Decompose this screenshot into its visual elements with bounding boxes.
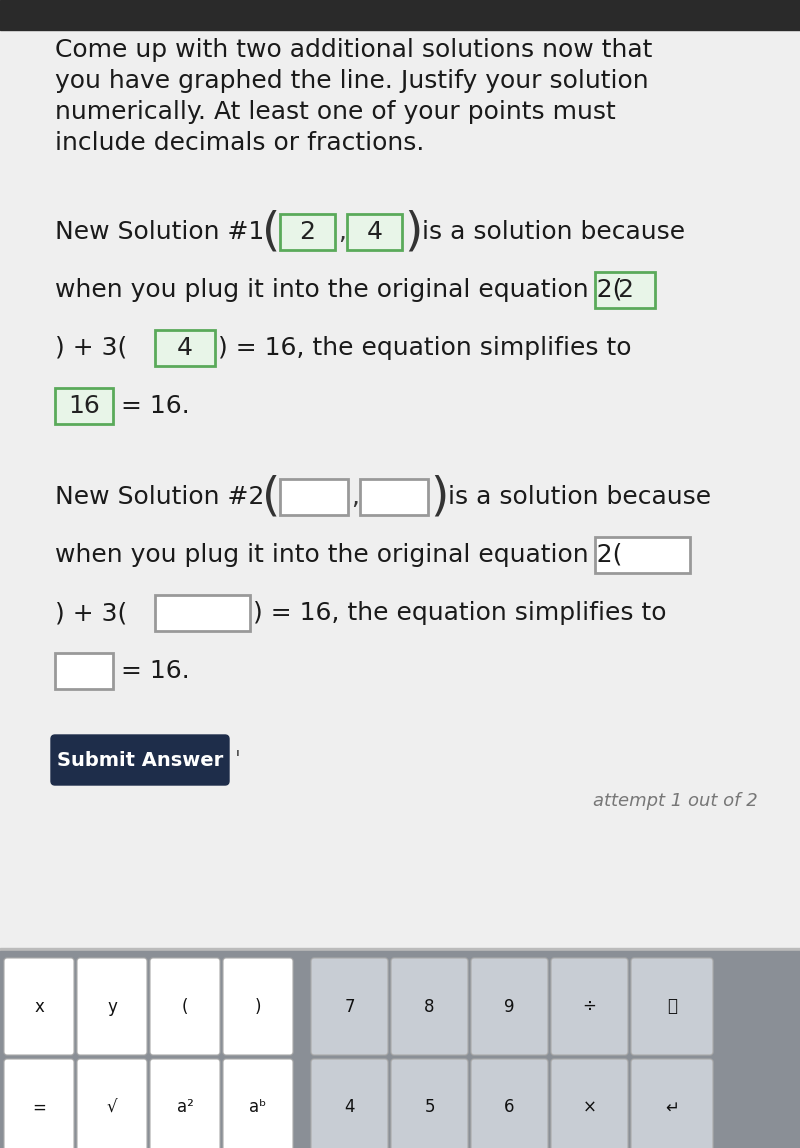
FancyBboxPatch shape	[150, 957, 220, 1055]
FancyBboxPatch shape	[471, 957, 548, 1055]
FancyBboxPatch shape	[311, 957, 388, 1055]
Text: Come up with two additional solutions now that: Come up with two additional solutions no…	[55, 38, 652, 62]
Text: ) + 3(: ) + 3(	[55, 602, 127, 625]
Text: =: =	[32, 1099, 46, 1117]
FancyBboxPatch shape	[360, 479, 428, 515]
Bar	[0, 0, 800, 30]
FancyBboxPatch shape	[595, 537, 690, 573]
FancyBboxPatch shape	[155, 595, 250, 631]
FancyBboxPatch shape	[347, 214, 402, 250]
Text: include decimals or fractions.: include decimals or fractions.	[55, 131, 424, 155]
FancyBboxPatch shape	[77, 1058, 147, 1148]
Text: 8: 8	[424, 998, 434, 1016]
Text: aᵇ: aᵇ	[250, 1099, 266, 1117]
Bar	[0, 951, 800, 1148]
FancyBboxPatch shape	[51, 735, 229, 785]
FancyBboxPatch shape	[155, 329, 215, 366]
Text: 4:34: 4:34	[45, 6, 90, 24]
FancyBboxPatch shape	[55, 388, 113, 424]
FancyBboxPatch shape	[631, 1058, 713, 1148]
Text: is a solution because: is a solution because	[448, 484, 711, 509]
Text: ): )	[254, 998, 262, 1016]
Text: ×: ×	[582, 1099, 597, 1117]
Text: ↵: ↵	[665, 1099, 679, 1117]
Text: ) = 16, the equation simplifies to: ) = 16, the equation simplifies to	[218, 336, 631, 360]
Text: ) + 3(: ) + 3(	[55, 336, 127, 360]
Text: 4: 4	[344, 1099, 354, 1117]
FancyBboxPatch shape	[55, 653, 113, 689]
Text: ): )	[404, 209, 422, 255]
Text: (: (	[262, 474, 280, 520]
FancyBboxPatch shape	[4, 1058, 74, 1148]
Text: when you plug it into the original equation 2(: when you plug it into the original equat…	[55, 543, 622, 567]
FancyBboxPatch shape	[471, 1058, 548, 1148]
FancyBboxPatch shape	[77, 957, 147, 1055]
Text: (: (	[182, 998, 188, 1016]
Text: a²: a²	[177, 1099, 194, 1117]
Text: y: y	[107, 998, 117, 1016]
Text: ): )	[430, 474, 448, 520]
FancyBboxPatch shape	[150, 1058, 220, 1148]
Text: is a solution because: is a solution because	[422, 220, 685, 245]
Text: New Solution #2:: New Solution #2:	[55, 484, 273, 509]
Text: √: √	[106, 1099, 118, 1117]
Text: ,: ,	[338, 220, 346, 245]
Text: when you plug it into the original equation 2(: when you plug it into the original equat…	[55, 278, 622, 302]
Text: 2: 2	[299, 220, 315, 245]
FancyBboxPatch shape	[391, 957, 468, 1055]
Text: ⊘  ☁  ≈  ▶: ⊘ ☁ ≈ ▶	[600, 8, 667, 22]
Text: ,: ,	[351, 484, 359, 509]
Text: ÷: ÷	[582, 998, 597, 1016]
Bar	[0, 30, 800, 948]
Text: 16: 16	[68, 394, 100, 418]
Text: = 16.: = 16.	[121, 394, 190, 418]
FancyBboxPatch shape	[631, 957, 713, 1055]
Text: 2: 2	[617, 278, 633, 302]
Text: ) = 16, the equation simplifies to: ) = 16, the equation simplifies to	[253, 602, 666, 625]
Text: 9: 9	[504, 998, 514, 1016]
FancyBboxPatch shape	[595, 272, 655, 308]
Bar	[0, 948, 800, 951]
Text: New Solution #1:: New Solution #1:	[55, 220, 273, 245]
FancyBboxPatch shape	[551, 957, 628, 1055]
FancyBboxPatch shape	[223, 957, 293, 1055]
FancyBboxPatch shape	[311, 1058, 388, 1148]
Text: Submit Answer: Submit Answer	[57, 751, 223, 769]
Text: = 16.: = 16.	[121, 659, 190, 683]
Text: 6: 6	[504, 1099, 514, 1117]
FancyBboxPatch shape	[280, 214, 335, 250]
Text: ': '	[235, 750, 241, 770]
Text: attempt 1 out of 2: attempt 1 out of 2	[594, 792, 758, 810]
FancyBboxPatch shape	[223, 1058, 293, 1148]
FancyBboxPatch shape	[4, 957, 74, 1055]
FancyBboxPatch shape	[551, 1058, 628, 1148]
Text: 7: 7	[344, 998, 354, 1016]
Text: 4: 4	[177, 336, 193, 360]
Text: 5: 5	[424, 1099, 434, 1117]
Text: (: (	[262, 209, 280, 255]
FancyBboxPatch shape	[280, 479, 348, 515]
Text: x: x	[34, 998, 44, 1016]
Text: numerically. At least one of your points must: numerically. At least one of your points…	[55, 100, 616, 124]
Text: Ⓧ: Ⓧ	[667, 998, 677, 1016]
Text: 4: 4	[366, 220, 382, 245]
Text: you have graphed the line. Justify your solution: you have graphed the line. Justify your …	[55, 69, 649, 93]
FancyBboxPatch shape	[391, 1058, 468, 1148]
